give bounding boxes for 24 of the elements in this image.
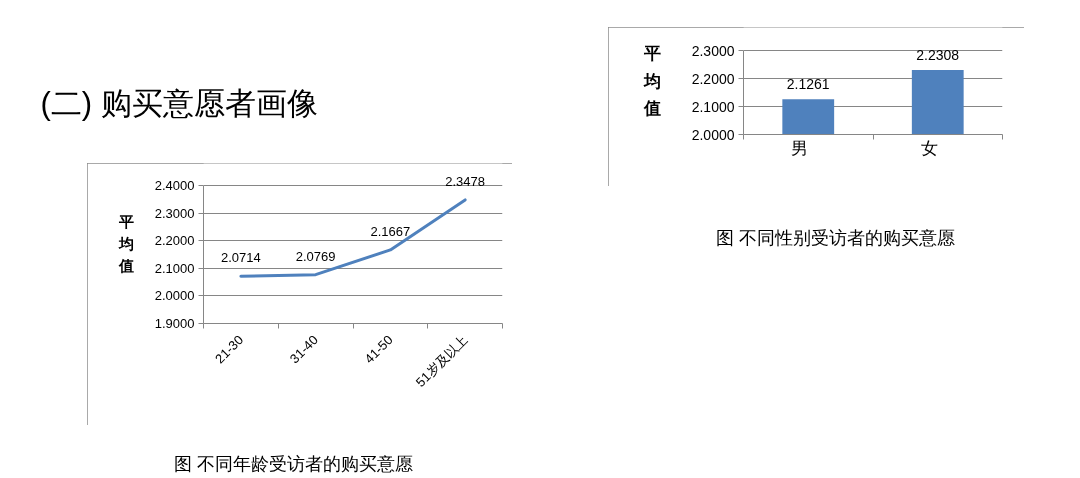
data-label: 2.2308 — [916, 46, 960, 63]
y-tick-label: 2.0000 — [691, 126, 735, 143]
x-tick-label: 男 — [791, 139, 809, 158]
data-label: 2.1261 — [786, 76, 830, 93]
y-axis-title: 平均值 — [117, 212, 134, 275]
y-tick-label: 2.1000 — [154, 260, 195, 276]
x-tick-label: 女 — [920, 139, 938, 158]
y-tick-label: 2.4000 — [154, 178, 195, 193]
data-label: 2.1667 — [370, 223, 411, 239]
y-tick-label: 2.3000 — [154, 205, 195, 221]
chart-title: (二) 购买意愿者画像 — [40, 86, 318, 121]
y-tick-label: 1.9000 — [154, 316, 195, 331]
text: 图 不同年龄受访者的购买意愿 — [174, 453, 413, 474]
y-tick-label: 2.0000 — [154, 288, 195, 304]
y-tick-label: 2.3000 — [691, 42, 735, 59]
x-tick-label: 51岁及以上 — [412, 332, 471, 390]
y-tick-label: 2.2000 — [691, 70, 735, 87]
data-label: 2.0714 — [220, 250, 261, 266]
y-tick-label: 2.1000 — [691, 98, 735, 115]
y-axis-title: 平均值 — [642, 43, 661, 119]
y-tick-label: 2.2000 — [154, 233, 195, 249]
text: 图 不同性别受访者的购买意愿 — [716, 227, 955, 248]
data-label: 2.3478 — [445, 173, 486, 189]
data-label: 2.0769 — [295, 248, 336, 264]
